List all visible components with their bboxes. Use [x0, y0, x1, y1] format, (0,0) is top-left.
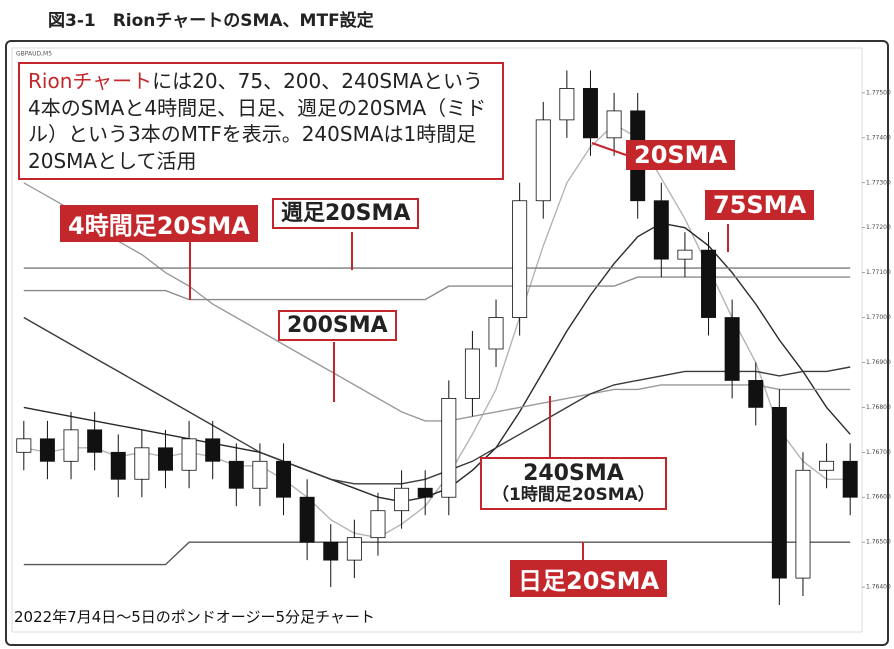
label-4h-sma: 4時間足20SMA — [60, 205, 258, 242]
candle-body — [606, 110, 622, 139]
candle-body — [464, 348, 480, 399]
candle-body — [16, 438, 32, 453]
candle-body — [394, 487, 410, 512]
candle-body — [370, 510, 386, 539]
y-tick-label: 1.76800 — [866, 404, 891, 411]
caption-box: Rionチャートには20、75、200、240SMAという4本のSMAと4時間足… — [18, 62, 504, 181]
connectors — [189, 142, 729, 560]
label-daily-sma: 日足20SMA — [510, 560, 668, 597]
candle-body — [582, 88, 598, 139]
candle-body — [134, 447, 150, 480]
y-tick-label: 1.76600 — [866, 494, 891, 501]
candle-body — [299, 496, 315, 543]
candle-body — [157, 447, 173, 471]
y-tick-label: 1.76700 — [866, 449, 891, 456]
candle-body — [559, 88, 575, 121]
y-tick-label: 1.76900 — [866, 359, 891, 366]
candle-body — [724, 317, 740, 381]
label-240sma-note: （1時間足20SMA） — [492, 485, 655, 506]
y-tick-label: 1.76500 — [866, 539, 891, 546]
candle-body — [87, 429, 103, 453]
y-tick-label: 1.76400 — [866, 584, 891, 591]
sma-line — [23, 316, 851, 485]
candle-body — [771, 406, 787, 579]
y-tick-label: 1.77100 — [866, 269, 891, 276]
candle-body — [842, 460, 858, 498]
candle-body — [795, 469, 811, 579]
candle-body — [39, 438, 55, 462]
label-200sma: 200SMA — [278, 310, 397, 342]
candle-body — [441, 397, 457, 498]
sma-line — [23, 182, 851, 422]
y-tick-label: 1.77300 — [866, 179, 891, 186]
candle-body — [417, 487, 433, 498]
candle-body — [346, 537, 362, 561]
connector — [591, 142, 627, 156]
label-240sma-name: 240SMA — [523, 461, 624, 486]
candle-body — [819, 460, 835, 471]
label-20sma: 20SMA — [626, 140, 736, 170]
caption-highlight: Rionチャート — [28, 69, 153, 93]
candle-body — [110, 451, 126, 480]
candle-body — [488, 317, 504, 350]
candle-body — [323, 541, 339, 561]
candle-body — [252, 460, 268, 489]
label-240sma: 240SMA （1時間足20SMA） — [480, 457, 667, 510]
candle-body — [748, 380, 764, 408]
chart-frame — [5, 40, 889, 646]
y-tick-label: 1.77000 — [866, 314, 891, 321]
caption-text: には20、75、200、240SMAという4本のSMAと4時間足、日足、週足の2… — [28, 69, 487, 173]
y-tick-label: 1.77400 — [866, 134, 891, 141]
candle-body — [205, 438, 221, 462]
label-75sma: 75SMA — [705, 190, 815, 220]
footnote: 2022年7月4日～5日のポンドオージー5分足チャート — [14, 608, 375, 626]
candle-body — [228, 460, 244, 489]
candle-body — [181, 438, 197, 471]
candle-body — [512, 200, 528, 318]
y-tick-label: 1.77200 — [866, 224, 891, 231]
label-weekly-sma: 週足20SMA — [272, 198, 420, 230]
candle-body — [63, 429, 79, 462]
candle-body — [653, 200, 669, 260]
candle-body — [701, 249, 717, 318]
symbol-label: GBPAUD,M5 — [16, 51, 52, 58]
candle-body — [535, 119, 551, 202]
candle-body — [276, 460, 292, 498]
figure-title: 図3-1 RionチャートのSMA、MTF設定 — [48, 11, 374, 31]
candle-body — [677, 249, 693, 260]
sma-line — [23, 541, 851, 566]
y-tick-label: 1.77500 — [866, 89, 891, 96]
